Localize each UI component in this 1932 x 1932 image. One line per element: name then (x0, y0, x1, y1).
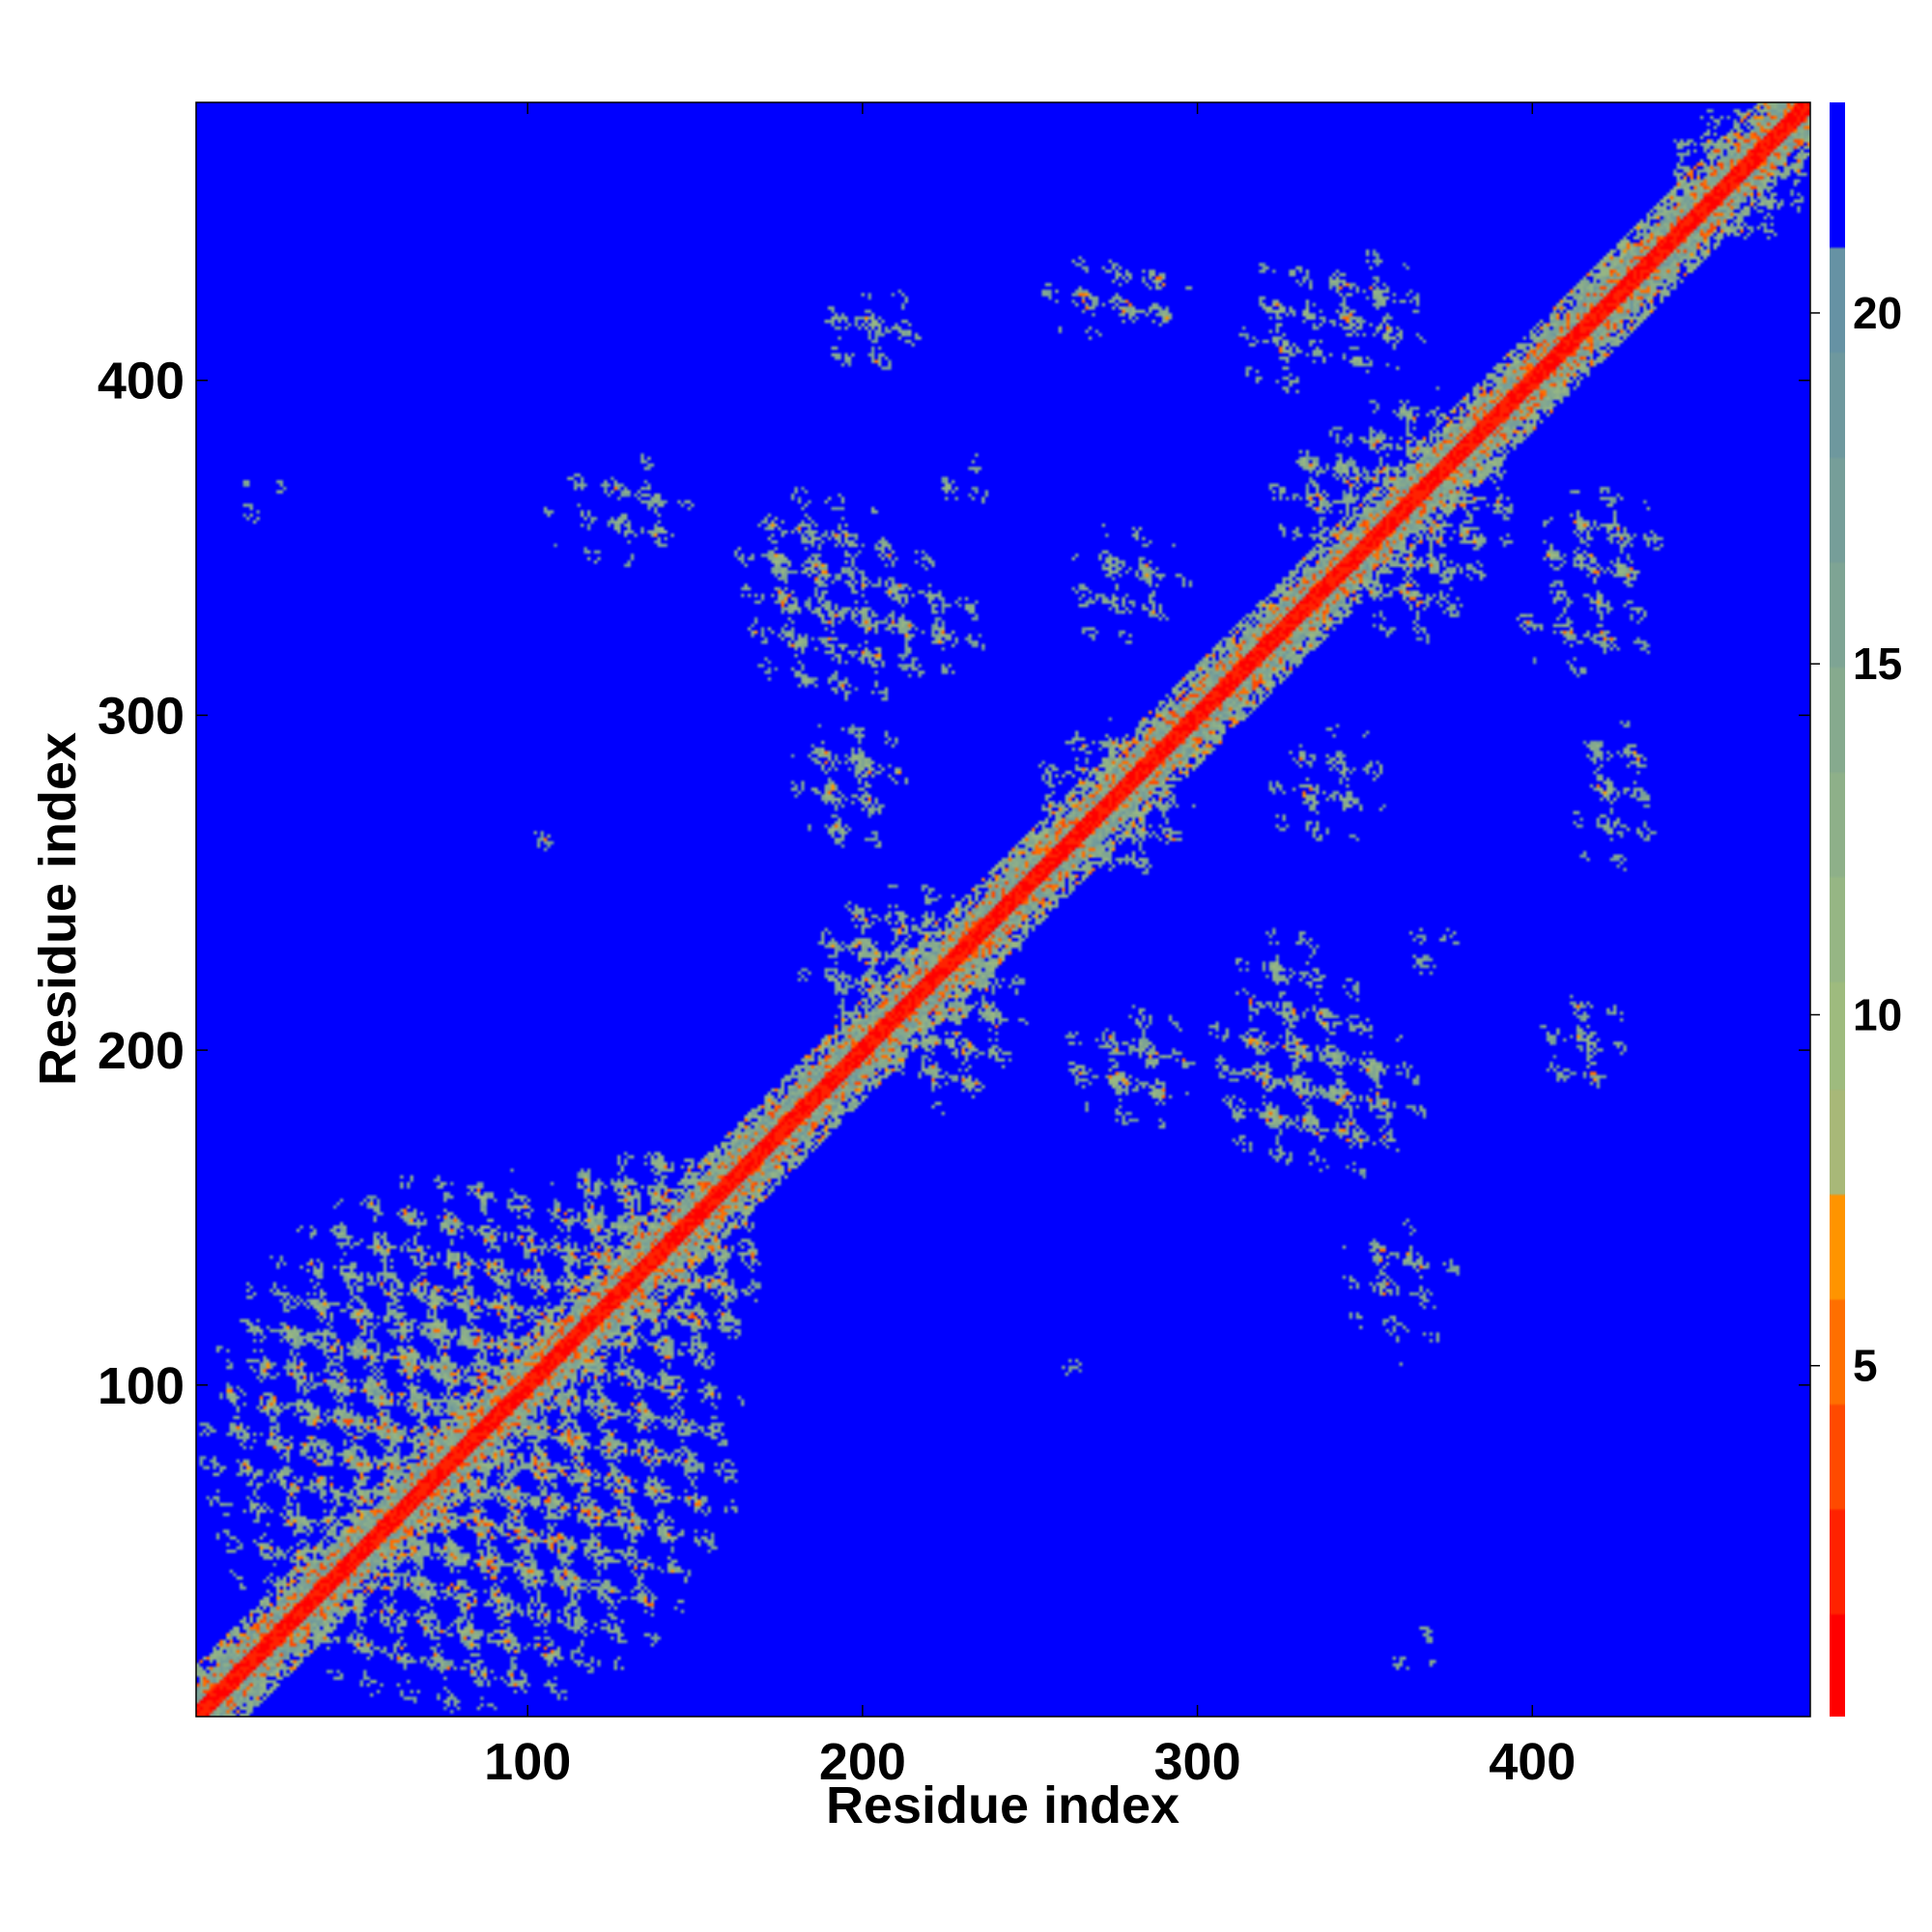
colorbar-tick-label: 20 (1853, 288, 1902, 338)
y-axis-label: Residue index (29, 732, 87, 1086)
heatmap-plot-area (196, 102, 1810, 1717)
x-axis-label: Residue index (826, 1776, 1179, 1834)
y-tick-label: 300 (98, 687, 185, 745)
colorbar-tick-label: 5 (1853, 1341, 1878, 1391)
x-tick-label: 100 (484, 1733, 571, 1791)
x-tick-label: 300 (1154, 1733, 1241, 1791)
colorbar-axis: 5 10 15 20 (1810, 288, 1902, 1391)
plot-frame (195, 101, 1811, 1718)
x-tick-label: 400 (1489, 1733, 1576, 1791)
colorbar (1830, 102, 1845, 1717)
colorbar-tick-label: 15 (1853, 639, 1902, 689)
y-axis: 100 200 300 400 (98, 353, 1810, 1415)
colorbar-tick-label: 10 (1853, 989, 1902, 1039)
y-tick-label: 100 (98, 1357, 185, 1415)
x-tick-label: 200 (819, 1733, 906, 1791)
x-axis: 100 200 300 400 (484, 102, 1576, 1791)
y-tick-label: 200 (98, 1022, 185, 1080)
y-tick-label: 400 (98, 353, 185, 411)
